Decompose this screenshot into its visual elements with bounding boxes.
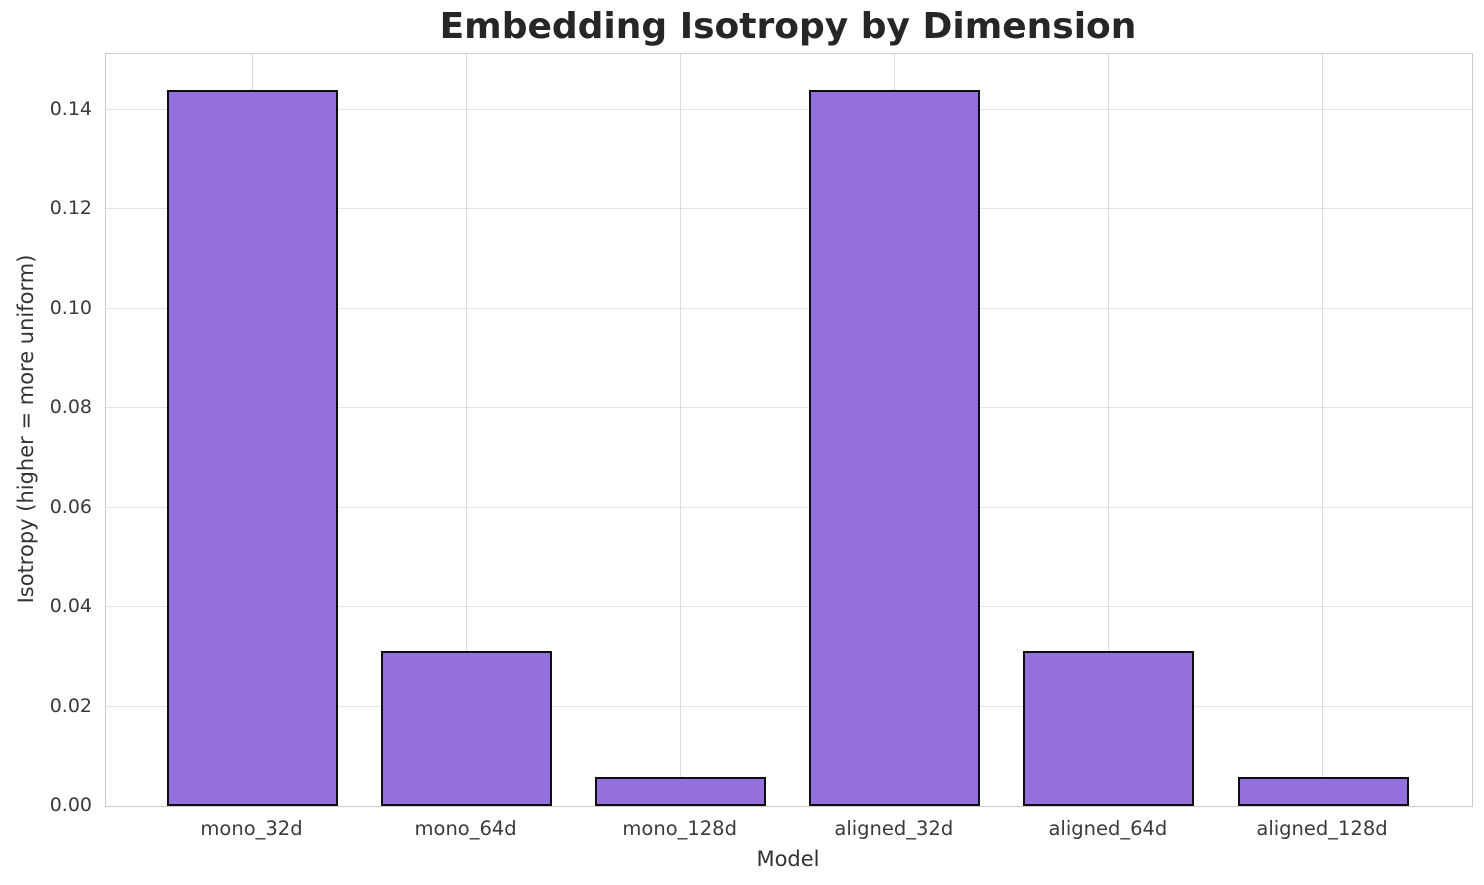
y-gridline [106, 407, 1472, 409]
x-tick-label: mono_32d [200, 817, 303, 840]
x-tick-label: aligned_32d [834, 817, 954, 840]
y-gridline [106, 705, 1472, 707]
x-tick-label: mono_128d [622, 817, 737, 840]
plot-area [105, 53, 1473, 807]
bar-mono_32d [167, 89, 338, 806]
bar-aligned_32d [809, 89, 981, 806]
x-tick-label: aligned_128d [1256, 817, 1388, 840]
y-tick-label: 0.04 [49, 595, 92, 618]
y-tick-label: 0.02 [49, 694, 92, 717]
y-tick-label: 0.10 [49, 296, 92, 319]
y-gridline [106, 606, 1472, 608]
y-tick-label: 0.06 [49, 495, 92, 518]
y-tick-label: 0.00 [49, 794, 92, 816]
x-gridline [1108, 54, 1110, 806]
bar-mono_128d [595, 777, 767, 806]
y-tick-label: 0.14 [49, 97, 92, 120]
x-gridline [679, 54, 681, 806]
bar-mono_64d [381, 650, 553, 806]
x-gridline [465, 54, 467, 806]
y-gridline [106, 506, 1472, 508]
y-gridline [106, 208, 1472, 210]
y-gridline [106, 307, 1472, 309]
y-tick-label: 0.08 [49, 396, 92, 419]
chart-title: Embedding Isotropy by Dimension [439, 6, 1137, 47]
bar-aligned_64d [1023, 650, 1195, 806]
x-tick-label: aligned_64d [1048, 817, 1168, 840]
x-tick-label: mono_64d [414, 817, 517, 840]
bar-aligned_128d [1237, 777, 1409, 806]
x-axis-label: Model [756, 847, 820, 871]
y-gridline [106, 108, 1472, 110]
x-gridline [1322, 54, 1324, 806]
y-tick-label: 0.12 [49, 197, 92, 220]
